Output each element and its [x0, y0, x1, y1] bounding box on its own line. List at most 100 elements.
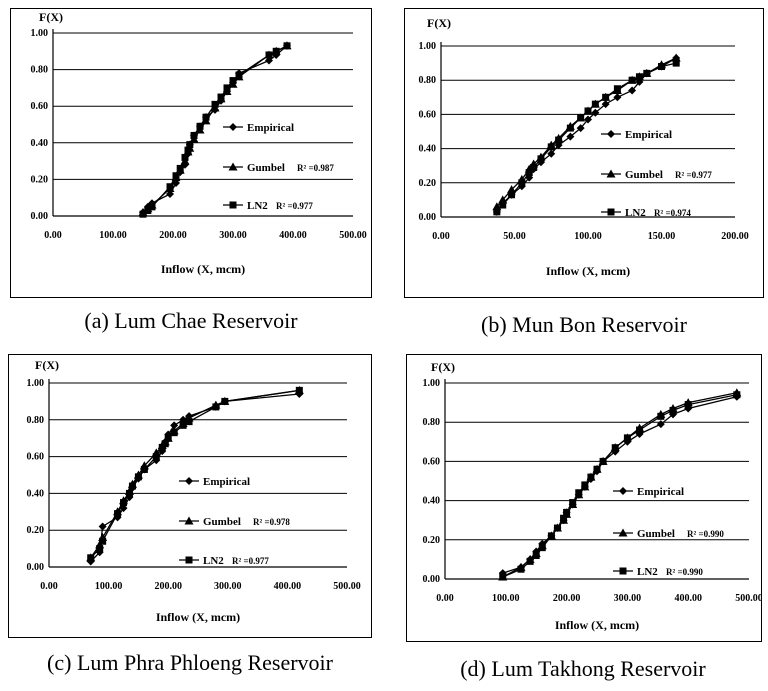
chart-c-empirical-point	[98, 522, 107, 531]
chart-a-y-tick-label: 0.20	[31, 174, 49, 185]
chart-a-ln2-point	[265, 51, 273, 59]
chart-a-ln2-point	[223, 84, 231, 92]
chart-d-empirical-point	[635, 429, 644, 438]
chart-a-ln2-point	[144, 207, 152, 215]
chart-d-y-tick-label: 0.20	[423, 535, 441, 546]
chart-a-x-tick-label: 100.00	[99, 230, 127, 241]
chart-b-ln2-point	[530, 163, 538, 171]
chart-c-ln2-point	[185, 418, 193, 426]
chart-d-ln2-point	[636, 426, 644, 434]
chart-b-ln2-point	[658, 63, 665, 71]
chart-c-legend-gumbel-triangle-marker	[184, 516, 194, 525]
caption-d: (d) Lum Takhong Reservoir	[460, 656, 706, 681]
chart-c-series-gumbel-line	[90, 389, 300, 559]
caption-c: (c) Lum Phra Phloeng Reservoir	[47, 650, 333, 675]
chart-c-ln2-point	[179, 421, 187, 429]
chart-a-ln2-point	[235, 71, 243, 79]
chart-panel-a: 0.00 0.20 0.40 0.60 0.80 1.00 0.00 100.00 200.00…	[10, 8, 372, 298]
chart-d-y-axis-label: F(X)	[431, 360, 455, 374]
chart-d-x-tick-label: 100.00	[492, 593, 520, 604]
chart-c-legend-empirical-diamond-marker	[185, 477, 193, 485]
chart-a-ln2-point	[139, 210, 147, 218]
chart-d-x-tick-label: 200.00	[553, 593, 581, 604]
chart-d-ln2-point	[499, 573, 507, 581]
chart-b-gumbel-point	[507, 185, 517, 194]
chart-c-legend-gumbel-r2: R² =0.978	[253, 517, 290, 527]
chart-b-gumbel-point	[671, 53, 681, 62]
chart-b-y-tick-label: 0.00	[419, 212, 437, 223]
chart-a-ln2-point	[190, 131, 198, 139]
chart-b-ln2-point	[525, 169, 533, 177]
chart-a-ln2-point	[184, 146, 192, 154]
chart-d-x-tick-label: 300.00	[614, 593, 642, 604]
chart-d-ln2-point	[526, 557, 534, 565]
chart-c-ln2-point	[114, 510, 122, 518]
chart-d-ln2-point	[581, 481, 589, 489]
chart-d-y-tick-label: 0.80	[423, 417, 441, 428]
chart-a-y-tick-label: 0.80	[31, 65, 49, 76]
chart-b-ln2-point	[537, 155, 545, 163]
chart-a-x-tick-label: 0.00	[44, 230, 62, 241]
chart-b-ln2-point	[628, 76, 636, 84]
chart-a-ln2-point	[176, 164, 184, 172]
chart-a-ln2-point	[186, 141, 194, 149]
chart-d-ln2-point	[517, 565, 525, 573]
chart-b-legend-gumbel-label: Gumbel	[625, 169, 663, 181]
chart-panel-b: 0.00 0.20 0.40 0.60 0.80 1.00 0.00 50.00 100.00 1…	[404, 8, 764, 298]
chart-c-ln2-point	[87, 554, 95, 562]
chart-c-y-axis-label: F(X)	[35, 358, 59, 372]
chart-d-ln2-point	[657, 412, 665, 420]
chart-b-empirical-point	[584, 115, 592, 124]
chart-d-legend-ln2-r2: R² =0.990	[666, 567, 703, 577]
chart-a-legend-empirical-label: Empirical	[247, 122, 294, 134]
chart-b-legend-ln2-r2: R² =0.974	[654, 208, 691, 218]
chart-a-y-axis-label: F(X)	[39, 10, 63, 24]
chart-a-y-tick-label: 0.40	[31, 138, 49, 149]
chart-b-legend-empirical-label: Empirical	[625, 129, 672, 141]
chart-svg-c: 0.00 0.20 0.40 0.60 0.80 1.00 0.00 100.00 200.00…	[27, 358, 361, 624]
chart-c-y-tick-label: 0.00	[27, 562, 45, 573]
chart-c-y-tick-label: 0.60	[27, 452, 45, 463]
chart-c-x-tick-label: 200.00	[154, 581, 182, 592]
chart-b-empirical-point	[566, 132, 575, 141]
chart-a-y-tick-label: 0.60	[31, 101, 49, 112]
chart-a-legend-gumbel-triangle-marker	[228, 162, 238, 171]
chart-c-ln2-point	[140, 465, 148, 473]
chart-a-x-axis-label: Inflow (X, mcm)	[161, 262, 245, 276]
chart-d-legend-gumbel-label: Gumbel	[637, 528, 675, 540]
chart-panel-c: 0.00 0.20 0.40 0.60 0.80 1.00 0.00 100.00 200.00…	[8, 354, 372, 638]
chart-c-empirical-point	[170, 421, 179, 430]
chart-b-y-tick-label: 0.60	[419, 109, 437, 120]
chart-b-ln2-point	[643, 69, 651, 77]
chart-b-ln2-point	[555, 136, 563, 144]
chart-a-ln2-point	[172, 172, 180, 180]
chart-d-y-tick-label: 0.00	[423, 574, 441, 585]
chart-c-ln2-point	[158, 443, 166, 451]
chart-d-x-tick-label: 0.00	[436, 593, 454, 604]
chart-a-legend-ln2-square-marker	[229, 201, 237, 209]
chart-c-y-tick-label: 0.20	[27, 525, 45, 536]
chart-c-x-axis-label: Inflow (X, mcm)	[156, 610, 240, 624]
chart-b-empirical-point	[628, 86, 637, 95]
chart-c-y-tick-label: 1.00	[27, 378, 45, 389]
chart-c-x-tick-label: 100.00	[95, 581, 123, 592]
chart-d-ln2-point	[538, 544, 546, 552]
chart-b-y-axis-label: F(X)	[427, 16, 451, 30]
chart-c-y-tick-label: 0.40	[27, 488, 45, 499]
chart-d-ln2-point	[587, 473, 595, 481]
chart-d-x-tick-label: 500.00	[735, 593, 761, 604]
chart-c-series-empirical-line	[90, 393, 300, 562]
chart-d-ln2-point	[599, 457, 607, 465]
chart-b-ln2-point	[508, 191, 516, 199]
chart-d-ln2-point	[553, 524, 561, 532]
chart-b-empirical-point	[591, 108, 600, 117]
chart-a-legend-gumbel-r2: R² =0.987	[297, 163, 334, 173]
chart-d-x-tick-label: 400.00	[674, 593, 702, 604]
chart-c-legend-ln2-r2: R² =0.977	[232, 556, 269, 566]
chart-d-ln2-point	[563, 508, 571, 516]
chart-d-ln2-point	[611, 444, 619, 452]
caption-a: (a) Lum Chae Reservoir	[84, 308, 298, 333]
chart-b-ln2-point	[566, 124, 574, 132]
chart-d-series-empirical-line	[502, 396, 737, 574]
chart-b-x-tick-label: 50.00	[503, 231, 526, 242]
